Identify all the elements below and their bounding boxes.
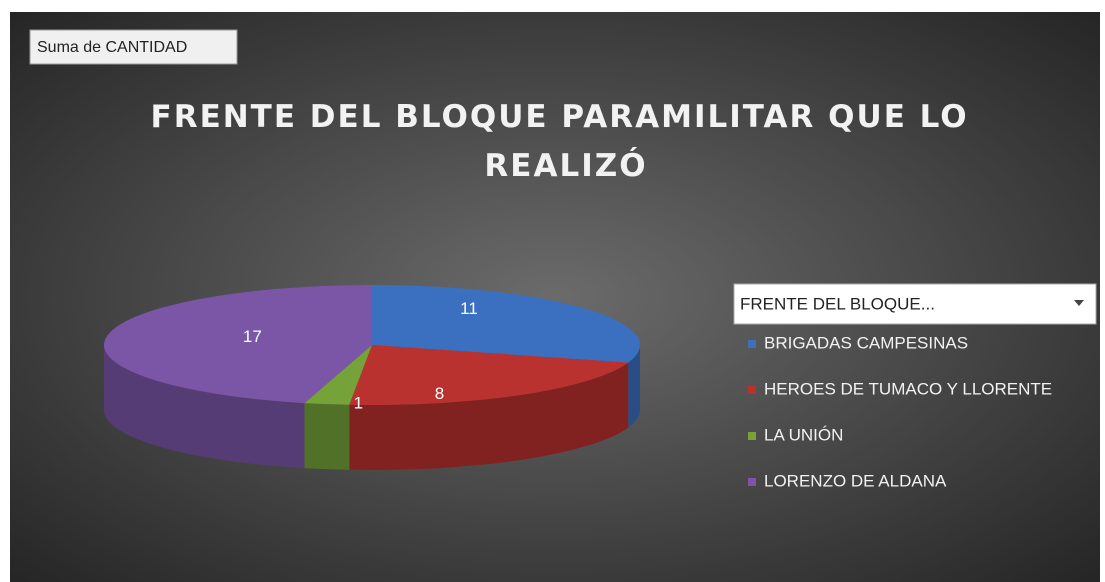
data-label: 17	[243, 327, 262, 346]
pie-side	[349, 362, 629, 470]
pie-slice	[372, 285, 640, 363]
chart-title-line: REALIZÓ	[484, 147, 647, 184]
chart-title-line: FRENTE DEL BLOQUE PARAMILITAR QUE LO	[151, 99, 969, 135]
legend-label: HEROES DE TUMACO Y LLORENTE	[764, 379, 1052, 398]
data-label: 11	[460, 299, 478, 318]
field-button[interactable]	[29, 29, 238, 65]
data-label: 8	[435, 384, 444, 403]
side-shade	[349, 362, 629, 470]
data-label: 1	[354, 394, 363, 413]
pie-side	[628, 345, 640, 428]
pie-slice	[304, 345, 372, 405]
legend-marker	[748, 432, 756, 440]
dropdown-arrow	[1074, 300, 1084, 306]
legend-filter[interactable]	[733, 283, 1097, 325]
legend-marker	[748, 386, 756, 394]
pie-slice	[104, 285, 372, 404]
pie-slice	[349, 345, 629, 405]
pie-side	[104, 345, 305, 469]
side-shade	[304, 403, 350, 470]
legend-label: LA UNIÓN	[764, 425, 843, 444]
legend-filter-label: FRENTE DEL BLOQUE...	[740, 294, 935, 313]
side-shade	[104, 345, 305, 469]
legend-label: LORENZO DE ALDANA	[764, 471, 947, 490]
chart-title: FRENTE DEL BLOQUE PARAMILITAR QUE LO REA…	[151, 99, 982, 184]
pie-side	[304, 403, 350, 470]
legend-marker	[748, 478, 756, 486]
field-button-label: Suma de CANTIDAD	[37, 39, 187, 56]
legend-label: BRIGADAS CAMPESINAS	[764, 333, 968, 352]
side-shade	[628, 345, 640, 428]
legend-marker	[748, 340, 756, 348]
